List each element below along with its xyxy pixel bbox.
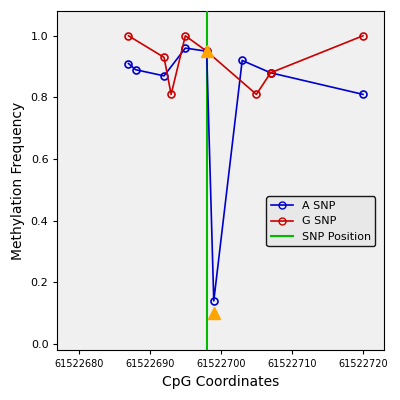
Legend: A SNP, G SNP, SNP Position: A SNP, G SNP, SNP Position — [266, 196, 376, 246]
Y-axis label: Methylation Frequency: Methylation Frequency — [11, 102, 25, 260]
X-axis label: CpG Coordinates: CpG Coordinates — [162, 375, 280, 389]
